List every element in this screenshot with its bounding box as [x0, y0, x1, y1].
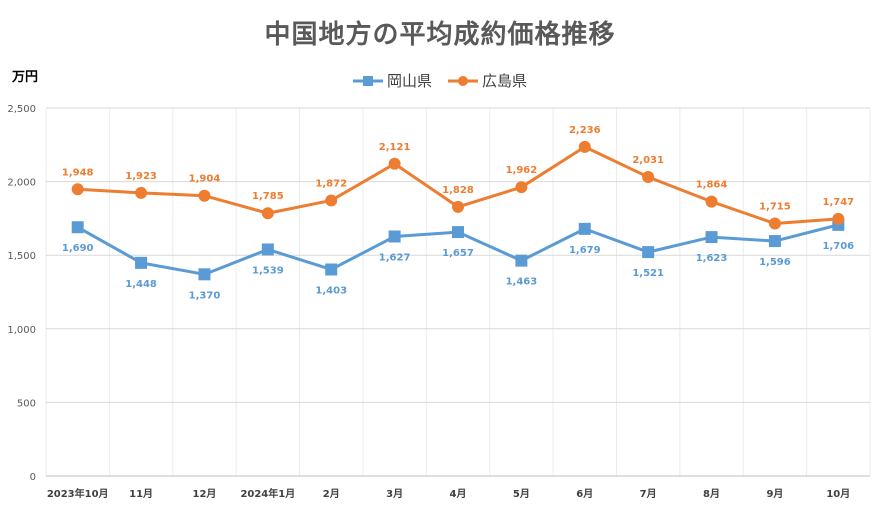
data-label: 1,715	[759, 202, 791, 213]
legend-label-hiroshima: 広島県	[482, 72, 528, 90]
data-label: 1,448	[125, 279, 157, 290]
data-point-square	[71, 221, 84, 234]
data-point-circle	[832, 212, 845, 225]
data-point-circle	[325, 194, 338, 207]
data-label: 1,904	[189, 174, 221, 185]
data-point-square	[705, 231, 718, 244]
data-label: 1,403	[315, 285, 347, 296]
legend-marker-circle-icon	[448, 75, 478, 86]
data-label: 1,948	[62, 167, 94, 178]
y-axis-unit-label: 万円	[12, 70, 39, 85]
data-label: 1,923	[125, 171, 157, 182]
y-tick-label: 0	[30, 472, 36, 483]
data-label: 1,828	[442, 185, 474, 196]
data-point-square	[135, 256, 148, 269]
data-label: 1,657	[442, 248, 474, 259]
data-point-circle	[198, 189, 211, 202]
x-tick-label: 2月	[323, 488, 340, 500]
data-point-square	[388, 230, 401, 243]
data-point-circle	[705, 195, 718, 208]
data-point-circle	[515, 181, 528, 194]
data-point-circle	[388, 157, 401, 170]
x-tick-label: 11月	[129, 488, 153, 500]
x-tick-label: 10月	[826, 488, 850, 500]
data-label: 1,370	[189, 290, 221, 301]
data-label: 1,596	[759, 257, 791, 268]
data-label: 1,539	[252, 265, 284, 276]
data-point-circle	[642, 171, 655, 184]
data-label: 1,690	[62, 243, 94, 254]
data-point-circle	[768, 217, 781, 230]
data-point-circle	[71, 183, 84, 196]
data-label: 1,679	[569, 245, 601, 256]
data-label: 1,962	[506, 165, 538, 176]
data-point-square	[325, 263, 338, 276]
x-tick-label: 4月	[450, 488, 467, 500]
data-label: 1,706	[822, 241, 854, 252]
data-point-square	[642, 246, 655, 259]
data-point-square	[198, 268, 211, 281]
data-label: 1,785	[252, 191, 284, 202]
data-label: 1,747	[822, 197, 854, 208]
x-tick-label: 2024年1月	[240, 487, 295, 500]
legend-marker-square-icon	[352, 75, 383, 86]
data-label: 1,627	[379, 253, 411, 264]
legend-item-okayama: 岡山県	[352, 70, 432, 91]
y-tick-label: 2,000	[7, 178, 36, 189]
y-tick-label: 2,500	[7, 104, 36, 115]
x-tick-label: 6月	[576, 488, 593, 500]
x-tick-label: 12月	[193, 488, 217, 500]
data-point-square	[261, 243, 274, 256]
data-point-square	[768, 235, 781, 248]
data-point-square	[452, 226, 464, 239]
data-label: 2,236	[569, 125, 601, 136]
x-tick-label: 7月	[640, 488, 657, 500]
legend-label-okayama: 岡山県	[386, 72, 432, 90]
data-label: 2,031	[632, 155, 664, 166]
legend: 岡山県 広島県	[0, 70, 880, 91]
x-tick-label: 5月	[513, 488, 530, 500]
data-point-square	[515, 254, 528, 267]
legend-item-hiroshima: 広島県	[448, 70, 527, 91]
chart-title: 中国地方の平均成約価格推移	[264, 20, 616, 50]
data-point-square	[578, 222, 591, 235]
data-point-circle	[261, 207, 274, 220]
y-tick-label: 1,000	[7, 325, 36, 336]
x-tick-label: 3月	[386, 488, 403, 500]
data-label: 1,864	[696, 180, 728, 191]
data-point-circle	[135, 186, 148, 199]
y-tick-label: 1,500	[7, 251, 36, 262]
x-tick-label: 8月	[703, 488, 720, 500]
data-label: 2,121	[379, 142, 411, 153]
x-tick-label: 2023年10月	[47, 487, 109, 500]
x-tick-label: 9月	[766, 488, 783, 500]
data-label: 1,463	[506, 277, 538, 288]
data-point-circle	[452, 200, 464, 213]
data-label: 1,872	[315, 178, 347, 189]
data-label: 1,521	[632, 268, 664, 279]
data-point-circle	[578, 140, 591, 153]
data-label: 1,623	[696, 253, 728, 264]
y-tick-label: 500	[17, 398, 36, 409]
